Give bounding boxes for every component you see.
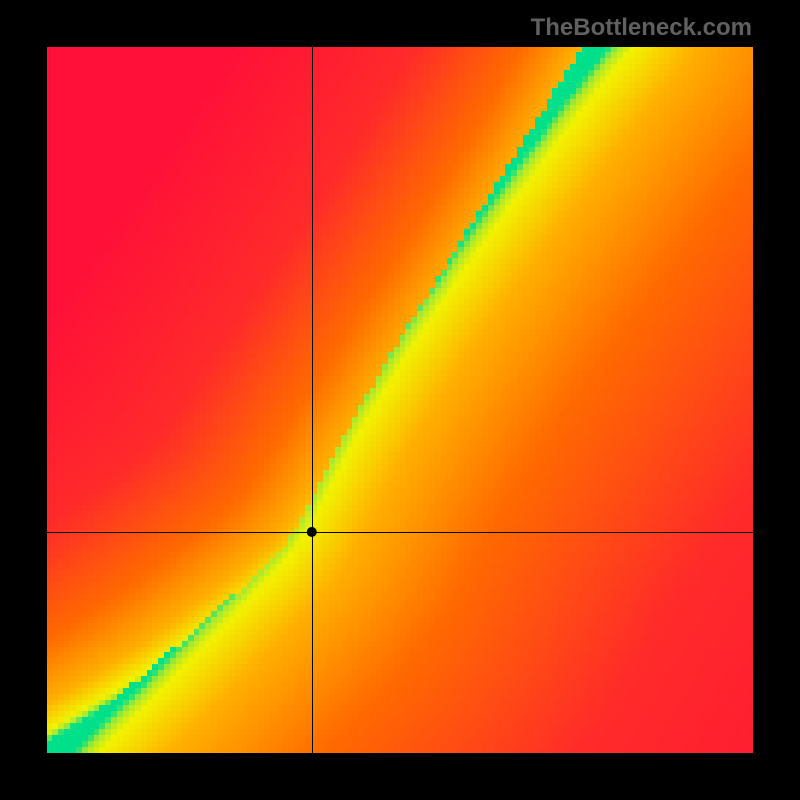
bottleneck-heatmap xyxy=(47,47,753,753)
watermark-text: TheBottleneck.com xyxy=(531,14,752,42)
